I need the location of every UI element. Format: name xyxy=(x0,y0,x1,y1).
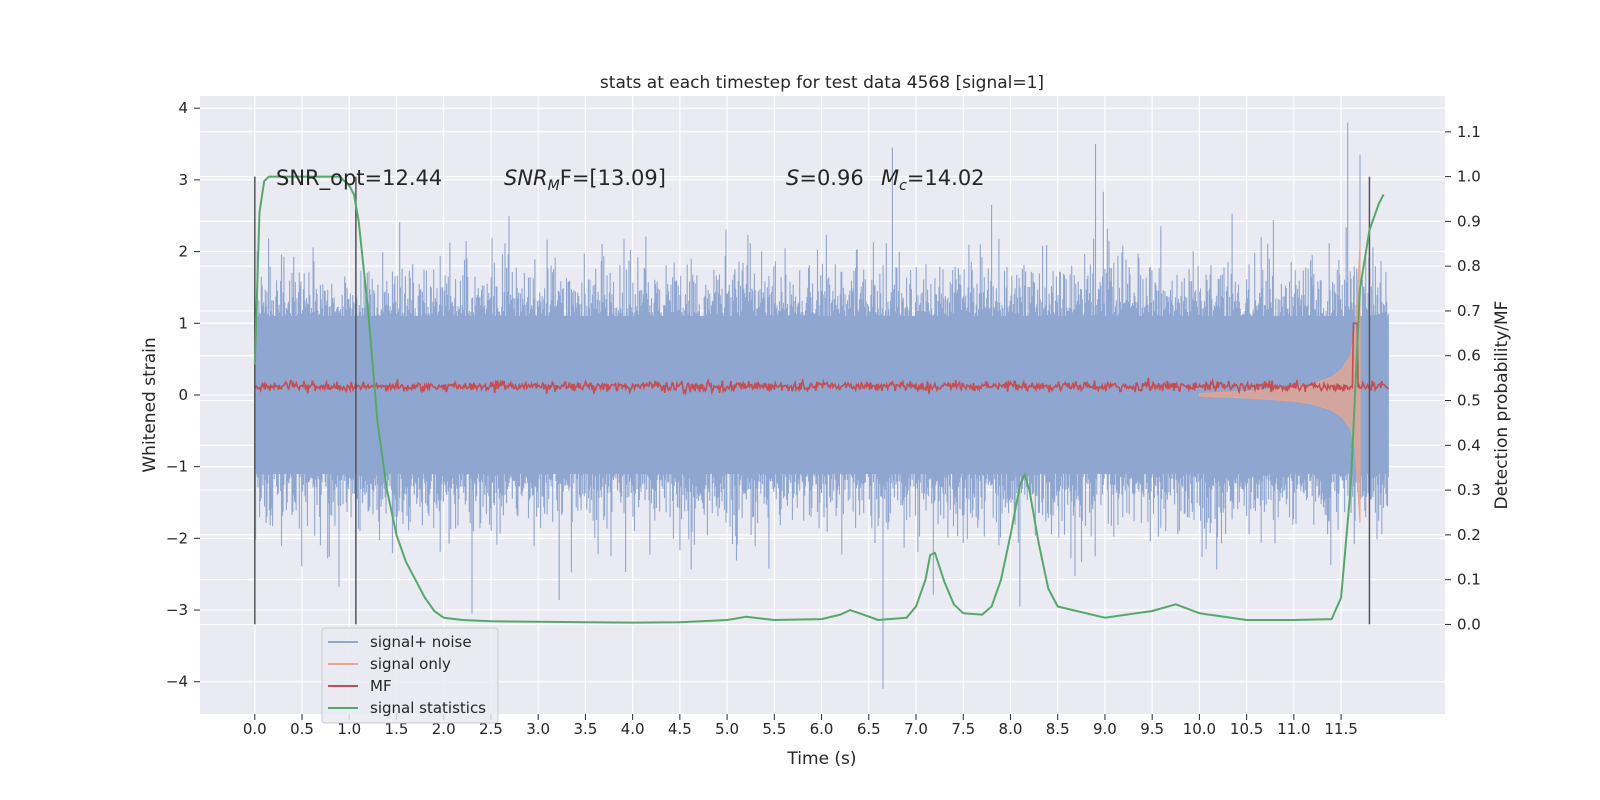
legend-label-mf: MF xyxy=(370,677,392,695)
x-tick-label: 6.5 xyxy=(857,720,881,738)
x-tick-label: 9.0 xyxy=(1093,720,1117,738)
y-right-tick-label: 0.9 xyxy=(1457,212,1481,230)
legend-box xyxy=(321,627,499,724)
x-tick-label: 0.0 xyxy=(243,720,267,738)
y-left-tick-label: −3 xyxy=(166,601,188,619)
y-right-tick-label: 0.2 xyxy=(1457,526,1481,544)
x-tick-label: 4.5 xyxy=(668,720,692,738)
y-axis-left-ticks: 4 3 2 1 0 −1 −2 −3 −4 xyxy=(166,99,200,691)
x-tick-label: 4.0 xyxy=(621,720,645,738)
x-tick-label: 7.5 xyxy=(951,720,975,738)
x-tick-label: 3.5 xyxy=(573,720,597,738)
annotation-snr-mf-sub: M xyxy=(548,178,560,194)
x-tick-label: 9.5 xyxy=(1140,720,1164,738)
annotation-s-label: S xyxy=(786,166,799,190)
x-axis-ticks: 0.0 0.5 1.0 1.5 2.0 2.5 3.0 3.5 4.0 4.5 5.0 5.5 6.0 6… xyxy=(243,714,1358,738)
x-tick-label: 7.0 xyxy=(904,720,928,738)
annotation-mc-label: M xyxy=(881,166,899,190)
x-tick-label: 3.0 xyxy=(526,720,550,738)
x-tick-label: 11.0 xyxy=(1277,720,1310,738)
annotation-snr-mf-label: SNR xyxy=(504,166,548,190)
y-axis-right-label: Detection probability/MF xyxy=(1492,301,1512,510)
annotation-mc: Mc=14.02 xyxy=(881,166,985,194)
data-layer xyxy=(254,122,1389,689)
x-tick-label: 5.5 xyxy=(762,720,786,738)
x-tick-label: 5.0 xyxy=(715,720,739,738)
y-right-tick-label: 1.1 xyxy=(1457,123,1481,141)
statistics-layer xyxy=(253,175,1385,624)
series-signal-statistics xyxy=(253,175,1385,624)
y-left-tick-label: 1 xyxy=(178,314,188,332)
y-axis-right-ticks: 1.1 1.0 0.9 0.8 0.7 0.6 0.5 0.4 0.3 0.2 0.1 0.0 xyxy=(1445,123,1481,633)
annotation-s-rest: =0.96 xyxy=(799,166,863,190)
x-tick-label: 6.0 xyxy=(810,720,834,738)
y-right-tick-label: 1.0 xyxy=(1457,168,1481,186)
x-tick-label: 2.0 xyxy=(432,720,456,738)
x-tick-label: 1.5 xyxy=(385,720,409,738)
y-right-tick-label: 0.3 xyxy=(1457,481,1481,499)
x-tick-label: 8.5 xyxy=(1046,720,1070,738)
y-right-tick-label: 0.8 xyxy=(1457,257,1481,275)
x-tick-label: 10.5 xyxy=(1230,720,1263,738)
y-right-tick-label: 0.4 xyxy=(1457,436,1481,454)
legend: signal+ noise signal only MF signal stat… xyxy=(321,627,499,724)
chart-title: stats at each timestep for test data 456… xyxy=(600,73,1044,93)
x-tick-label: 8.0 xyxy=(999,720,1023,738)
y-left-tick-label: 4 xyxy=(178,99,188,117)
y-left-tick-label: −4 xyxy=(166,673,188,691)
annotation-mc-rest: =14.02 xyxy=(907,166,985,190)
y-left-tick-label: −2 xyxy=(166,529,188,547)
y-left-tick-label: 2 xyxy=(178,243,188,261)
y-right-tick-label: 0.0 xyxy=(1457,615,1481,633)
x-tick-label: 2.5 xyxy=(479,720,503,738)
x-tick-label: 10.0 xyxy=(1183,720,1216,738)
annotation-snr-opt: SNR_opt=12.44 xyxy=(276,166,442,191)
y-left-tick-label: −1 xyxy=(166,458,188,476)
annotation-mc-sub: c xyxy=(899,178,907,194)
y-axis-left-label: Whitened strain xyxy=(140,337,160,472)
x-tick-label: 1.0 xyxy=(337,720,361,738)
legend-label-signal-statistics: signal statistics xyxy=(370,699,486,717)
legend-label-signal-noise: signal+ noise xyxy=(370,633,472,651)
vertical-marker-lines xyxy=(254,176,1371,625)
series-mf xyxy=(254,322,1389,397)
legend-label-signal-only: signal only xyxy=(370,655,451,673)
y-right-tick-label: 0.5 xyxy=(1457,392,1481,410)
annotation-snr-mf-rest: F=[13.09] xyxy=(560,166,666,190)
x-axis-label: Time (s) xyxy=(786,749,856,769)
y-right-tick-label: 0.7 xyxy=(1457,302,1481,320)
annotation-s: S=0.96 xyxy=(786,166,864,190)
annotation-snr-mf: SNRMF=[13.09] xyxy=(504,166,666,194)
x-tick-label: 0.5 xyxy=(290,720,314,738)
y-right-tick-label: 0.6 xyxy=(1457,347,1481,365)
y-left-tick-label: 0 xyxy=(178,386,188,404)
y-right-tick-label: 0.1 xyxy=(1457,571,1481,589)
y-left-tick-label: 3 xyxy=(178,171,188,189)
x-tick-label: 11.5 xyxy=(1324,720,1357,738)
